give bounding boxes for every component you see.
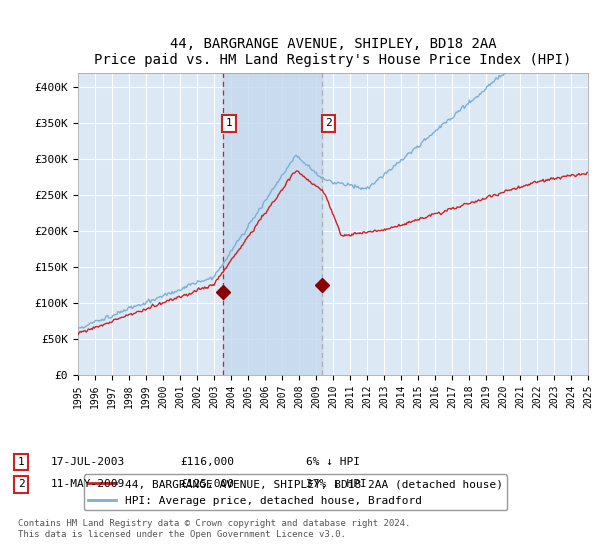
Text: 37% ↓ HPI: 37% ↓ HPI — [306, 479, 367, 489]
Text: Contains HM Land Registry data © Crown copyright and database right 2024.
This d: Contains HM Land Registry data © Crown c… — [18, 520, 410, 539]
Text: £116,000: £116,000 — [180, 457, 234, 467]
Text: 2: 2 — [17, 479, 25, 489]
Title: 44, BARGRANGE AVENUE, SHIPLEY, BD18 2AA
Price paid vs. HM Land Registry's House : 44, BARGRANGE AVENUE, SHIPLEY, BD18 2AA … — [94, 38, 572, 67]
Text: 1: 1 — [226, 118, 232, 128]
Text: 11-MAY-2009: 11-MAY-2009 — [51, 479, 125, 489]
Text: 1: 1 — [17, 457, 25, 467]
Text: 17-JUL-2003: 17-JUL-2003 — [51, 457, 125, 467]
Text: 6% ↓ HPI: 6% ↓ HPI — [306, 457, 360, 467]
Text: £125,000: £125,000 — [180, 479, 234, 489]
Legend: 44, BARGRANGE AVENUE, SHIPLEY, BD18 2AA (detached house), HPI: Average price, de: 44, BARGRANGE AVENUE, SHIPLEY, BD18 2AA … — [83, 474, 507, 511]
Bar — [223, 73, 322, 375]
Text: 2: 2 — [325, 118, 332, 128]
